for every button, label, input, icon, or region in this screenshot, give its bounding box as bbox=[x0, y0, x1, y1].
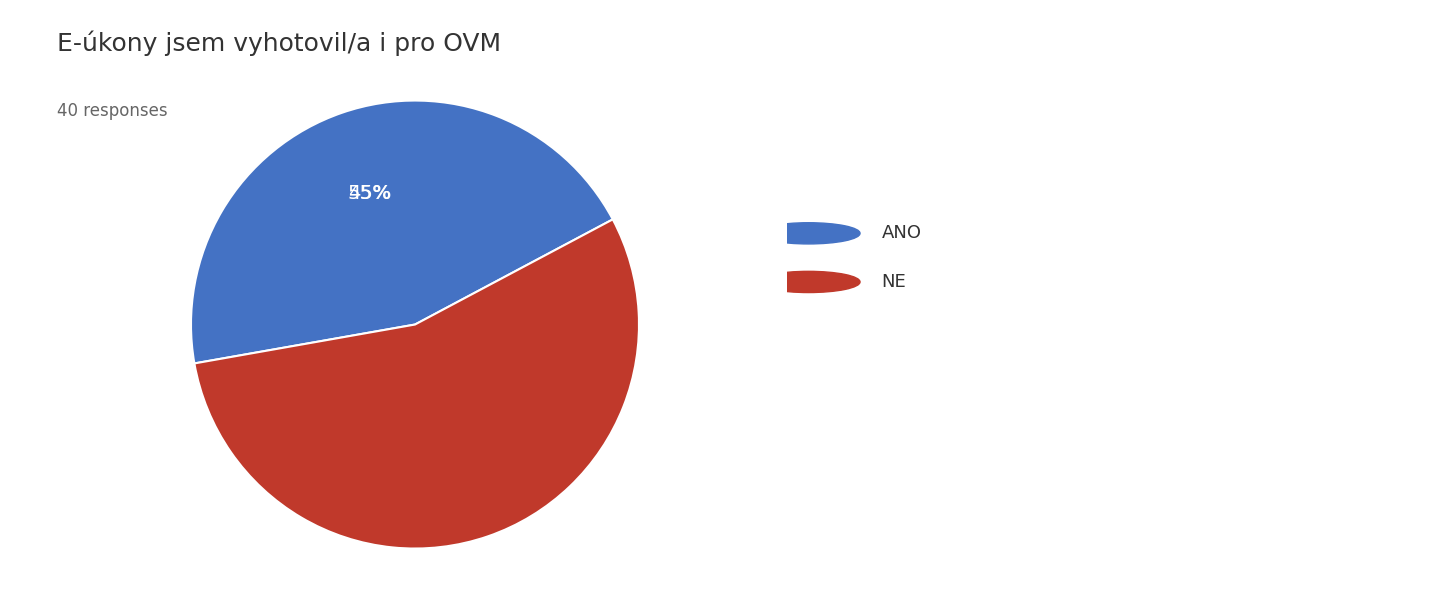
Text: NE: NE bbox=[881, 273, 906, 291]
Wedge shape bbox=[190, 100, 612, 364]
Text: 55%: 55% bbox=[348, 184, 392, 203]
Circle shape bbox=[757, 223, 860, 244]
Circle shape bbox=[757, 271, 860, 293]
Text: 45%: 45% bbox=[348, 184, 392, 203]
Text: ANO: ANO bbox=[881, 224, 922, 242]
Text: 40 responses: 40 responses bbox=[57, 102, 167, 120]
Text: E-úkony jsem vyhotovil/a i pro OVM: E-úkony jsem vyhotovil/a i pro OVM bbox=[57, 30, 501, 55]
Wedge shape bbox=[195, 219, 640, 549]
